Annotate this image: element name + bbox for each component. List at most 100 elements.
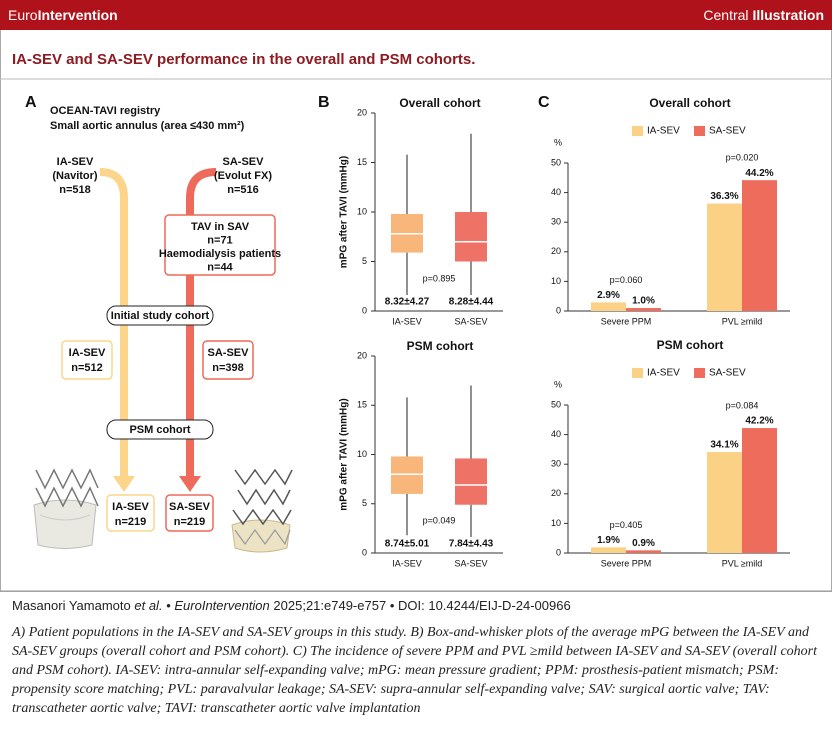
bar: [707, 203, 742, 311]
diagram-text: SA-SEV: [208, 347, 250, 359]
diagram-text: OCEAN-TAVI registry: [50, 105, 161, 117]
x-tick-label: Severe PPM: [601, 558, 652, 568]
diagram-text: n=219: [115, 516, 147, 528]
x-tick-label: IA-SEV: [392, 558, 422, 568]
y-tick-label: 5: [362, 256, 367, 266]
y-tick-label: 0: [556, 547, 561, 557]
legend-swatch: [632, 126, 643, 136]
value-label: 44.2%: [745, 168, 773, 179]
y-tick-label: 10: [357, 449, 367, 459]
y-tick-label: 10: [357, 206, 367, 216]
annotation: p=0.020: [726, 153, 759, 163]
bar: [626, 550, 661, 553]
value-label: 34.1%: [710, 440, 738, 451]
bar: [591, 547, 626, 553]
box: [455, 458, 487, 505]
panel-label: A: [25, 94, 37, 111]
value-label: 42.2%: [745, 416, 773, 427]
legend-swatch: [694, 368, 705, 378]
flow-arrow: [186, 168, 217, 478]
brand-part: Intervention: [38, 7, 118, 23]
y-tick-label: 40: [551, 429, 561, 439]
exclusion-box: [164, 214, 276, 276]
y-tick-label: 5: [362, 498, 367, 508]
diagram-text: n=518: [59, 184, 91, 196]
citation-part: Masanori Yamamoto: [12, 598, 131, 613]
x-tick-label: IA-SEV: [392, 316, 422, 326]
x-tick-label: SA-SEV: [454, 316, 487, 326]
cohort-pill: [106, 419, 214, 440]
diagram-text: TAV in SAV: [191, 221, 250, 233]
diagram-text: Small aortic annulus (area ≤430 mm²): [50, 120, 245, 132]
panel-label: B: [318, 94, 330, 111]
label-bg: [444, 537, 498, 550]
valve-illustration: [231, 468, 293, 553]
cohort-pill: [106, 305, 214, 326]
citation-part: 2025;21:e749-e757: [273, 598, 387, 613]
citation-part: et al.: [134, 598, 163, 613]
bar: [742, 428, 777, 553]
stat-label: 7.84±4.43: [449, 539, 494, 550]
y-tick-label: 0: [362, 305, 367, 315]
diagram-text: SA-SEV: [223, 156, 265, 168]
chart-title: PSM cohort: [657, 338, 724, 352]
value-label: 1.0%: [632, 296, 655, 307]
citation-part: EuroIntervention: [174, 598, 270, 613]
header-bar: [0, 0, 832, 30]
flow-arrow: [99, 168, 128, 478]
diagram-text: Initial study cohort: [111, 310, 210, 322]
annotation: p=0.084: [726, 400, 759, 410]
arrow-head: [179, 476, 201, 492]
label-part: Central: [703, 7, 748, 23]
legend-label: IA-SEV: [647, 368, 680, 379]
label-bg: [444, 295, 498, 308]
x-tick-label: PVL ≥mild: [722, 558, 763, 568]
diagram-text: IA-SEV: [69, 347, 106, 359]
panel-label: C: [538, 94, 550, 111]
y-tick-label: 20: [357, 350, 367, 360]
citation-part: •: [389, 598, 395, 613]
citation-part: DOI: 10.4244/EIJ-D-24-00966: [398, 598, 571, 613]
y-tick-label: 15: [357, 157, 367, 167]
y-tick-label: 15: [357, 400, 367, 410]
legend-swatch: [632, 368, 643, 378]
y-tick-label: 50: [551, 157, 561, 167]
legend-label: SA-SEV: [709, 126, 746, 137]
value-label: 0.9%: [632, 538, 655, 549]
stat-label: 8.28±4.44: [449, 297, 494, 308]
chart-title: Overall cohort: [649, 96, 730, 110]
bar: [742, 180, 777, 311]
diagram-text: IA-SEV: [112, 501, 149, 513]
brand: EuroIntervention: [8, 7, 118, 23]
bar: [591, 302, 626, 311]
y-axis-label: mPG after TAVI (mmHg): [339, 156, 350, 268]
y-tick-label: 40: [551, 187, 561, 197]
y-tick-label: 20: [551, 246, 561, 256]
diagram-text: n=398: [212, 362, 244, 374]
count-box: [202, 340, 254, 380]
x-tick-label: Severe PPM: [601, 316, 652, 326]
y-tick-label: 50: [551, 399, 561, 409]
valve-illustration: [33, 468, 99, 549]
arrow-head: [113, 476, 135, 492]
value-label: 36.3%: [710, 191, 738, 202]
x-tick-label: PVL ≥mild: [722, 316, 763, 326]
count-box: [106, 494, 155, 532]
bar: [707, 452, 742, 553]
brand-part: Euro: [8, 7, 38, 23]
y-tick-label: 10: [551, 518, 561, 528]
diagram-text: n=219: [174, 516, 206, 528]
stat-label: 8.32±4.27: [385, 297, 430, 308]
y-tick-label: 0: [556, 305, 561, 315]
y-tick-label: 20: [551, 488, 561, 498]
label-bg: [380, 537, 434, 550]
y-tick-label: 10: [551, 276, 561, 286]
bar: [626, 308, 661, 311]
value-label: 2.9%: [597, 290, 620, 301]
annotation: p=0.895: [423, 273, 456, 283]
stat-label: 8.74±5.01: [385, 539, 430, 550]
y-tick-label: 20: [357, 107, 367, 117]
annotation: p=0.060: [610, 275, 643, 285]
count-box: [61, 340, 113, 380]
